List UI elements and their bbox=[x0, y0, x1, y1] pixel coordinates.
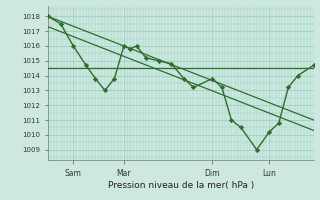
X-axis label: Pression niveau de la mer( hPa ): Pression niveau de la mer( hPa ) bbox=[108, 181, 254, 190]
